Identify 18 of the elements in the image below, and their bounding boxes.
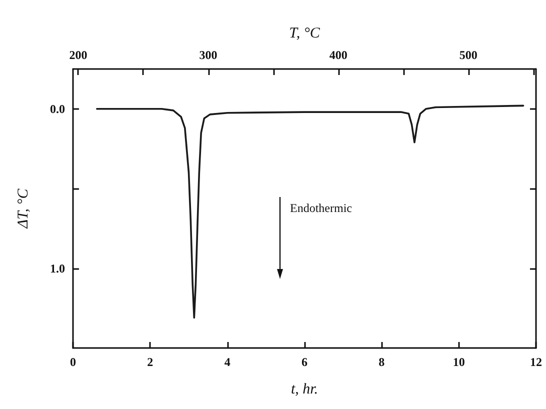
x2-axis-title: T, °C (289, 26, 321, 42)
x-tick-label: 12 (530, 355, 542, 369)
x-tick-label: 0 (70, 355, 76, 369)
line-series (96, 104, 524, 319)
annotation: Endothermic (290, 201, 352, 215)
y-axis-title: ΔT, °C (16, 188, 32, 230)
x2-tick-label: 400 (329, 48, 348, 62)
x2-tick-label: 300 (199, 48, 218, 62)
y-tick-label: 1.0 (50, 261, 65, 276)
x2-tick-label: 200 (69, 48, 88, 62)
y-tick-label: 0.0 (50, 102, 65, 116)
x-tick-label: 6 (302, 355, 308, 369)
x2-tick-label: 500 (459, 48, 478, 62)
x-tick-label: 2 (147, 355, 154, 369)
x-axis-title: t, hr. (290, 382, 318, 398)
x-tick-label: 10 (452, 355, 465, 369)
x-tick-label: 4 (224, 355, 230, 369)
x-tick-label: 8 (378, 355, 385, 369)
